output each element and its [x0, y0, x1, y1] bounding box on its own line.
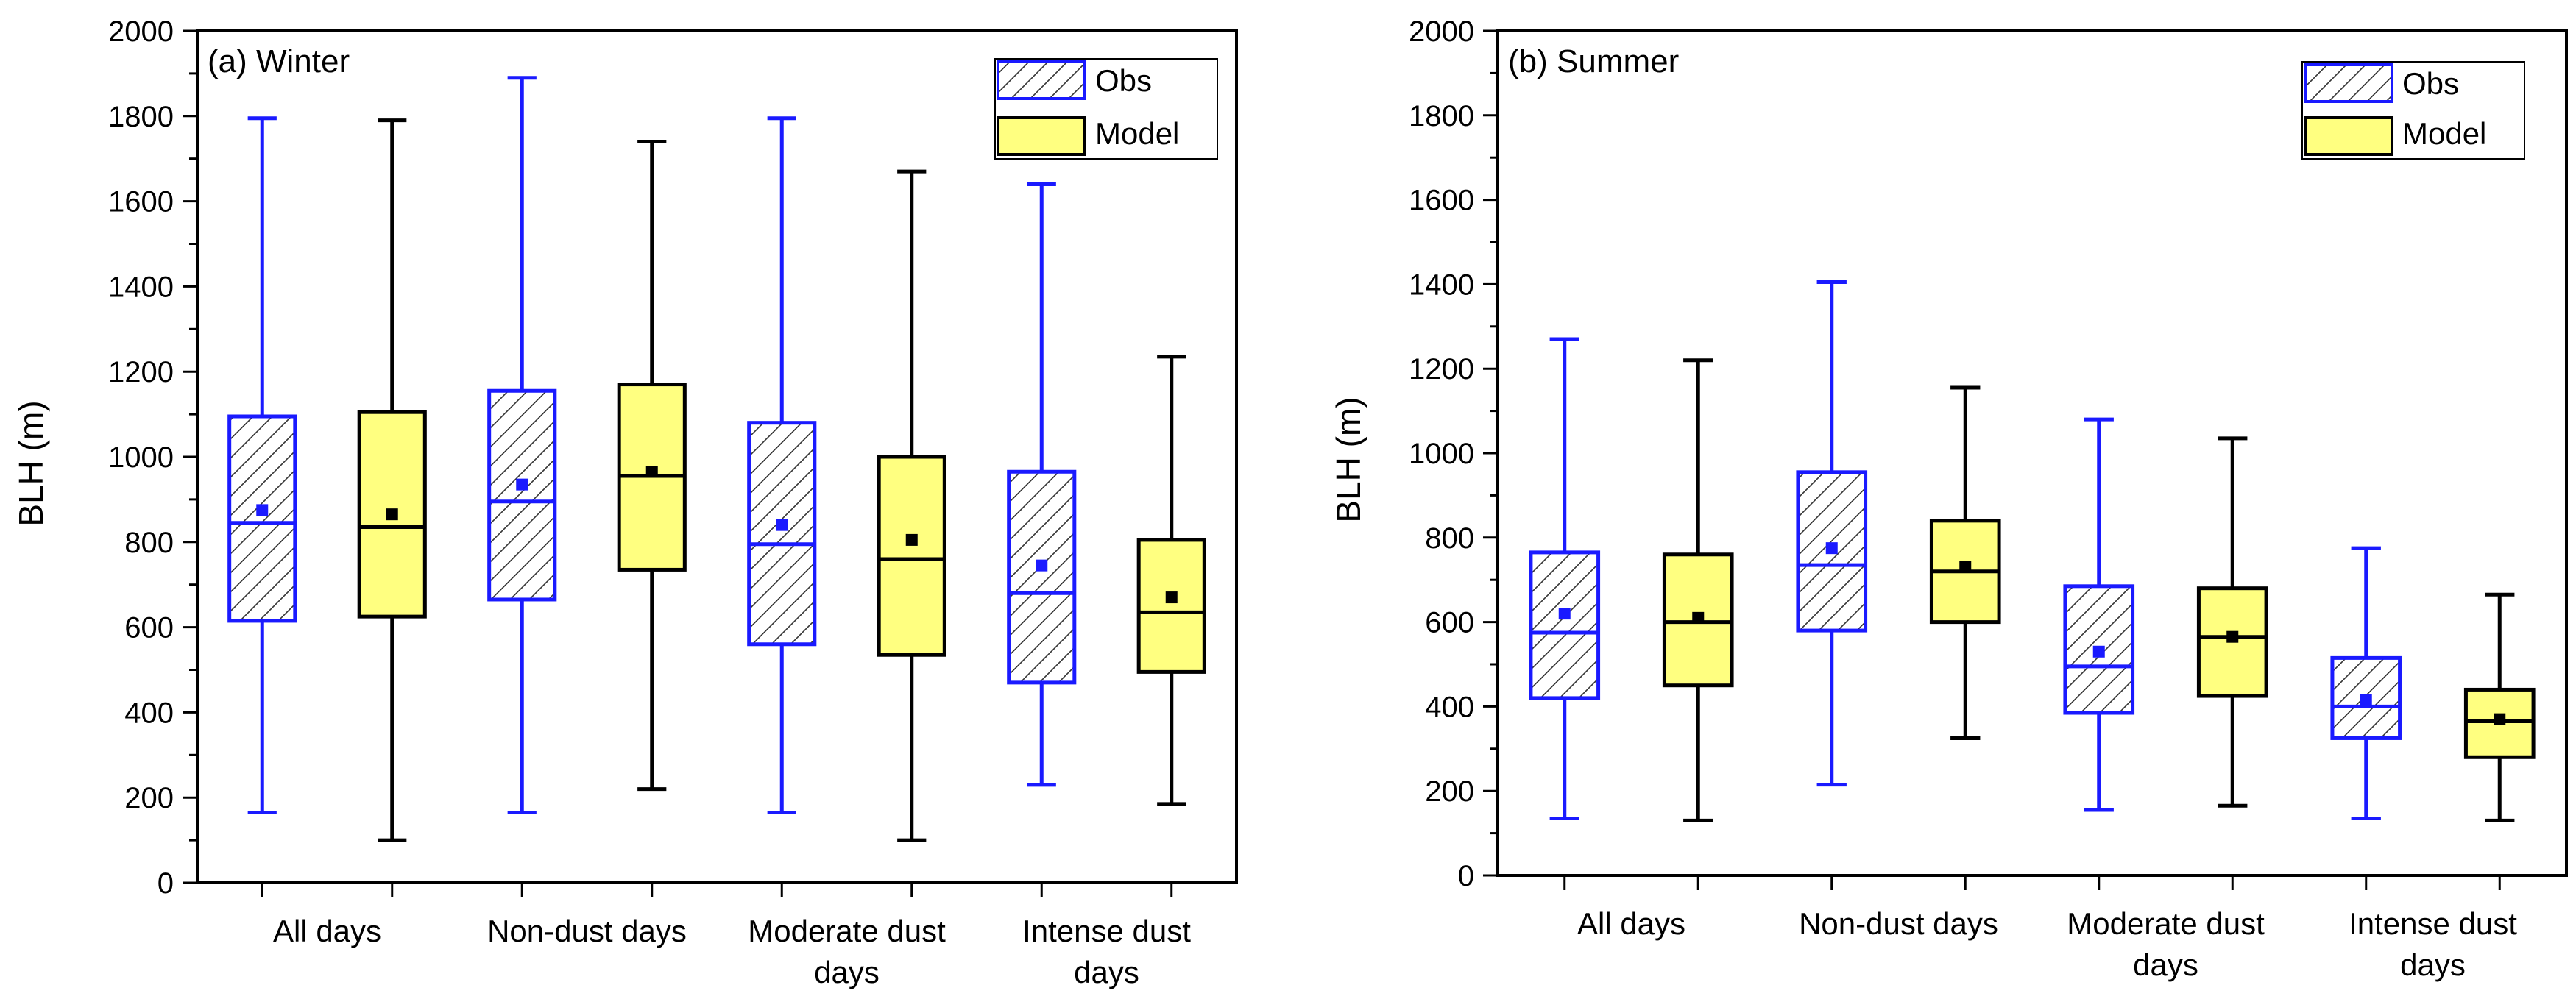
mean-marker [1959, 561, 1972, 573]
model-box [2196, 436, 2268, 808]
panel-label: (b) Summer [1508, 43, 1679, 79]
x-category-label: Intense dust [2349, 906, 2517, 941]
mean-marker [645, 466, 658, 478]
obs-box [487, 76, 557, 814]
plot-frame [1496, 29, 2568, 877]
obs-box [227, 116, 297, 814]
y-tick-label: 0 [1458, 860, 1474, 892]
y-tick-label: 600 [1425, 607, 1474, 639]
legend-model-swatch [997, 116, 1086, 156]
mean-marker [1692, 611, 1705, 624]
mean-marker [1165, 591, 1178, 604]
y-tick-label: 1400 [108, 271, 174, 303]
iqr-box [877, 455, 946, 657]
legend-model-label: Model [2402, 116, 2486, 151]
y-tick-label: 600 [124, 612, 174, 644]
iqr-box [1662, 552, 1734, 688]
obs-box [2330, 546, 2402, 821]
mean-marker [2226, 630, 2239, 643]
y-tick-label: 400 [1425, 691, 1474, 723]
x-category-label: Moderate dust [748, 914, 946, 948]
x-category-labels: All days Non-dust days Moderate dust days In… [1563, 875, 2517, 982]
x-category-label: days [1074, 955, 1139, 989]
obs-box [1007, 182, 1077, 787]
iqr-box [1136, 538, 1206, 674]
legend-obs-label: Obs [2402, 66, 2459, 101]
panel-label: (a) Winter [208, 43, 350, 79]
mean-marker [2092, 645, 2105, 658]
iqr-box [487, 388, 557, 602]
obs-box [1796, 280, 1868, 787]
x-category-label: days [814, 955, 880, 989]
y-tick-labels: 0 200 400 600 800 1000 1200 1400 1600 1800 2000 [108, 15, 197, 900]
x-category-label: Moderate dust [2067, 906, 2265, 941]
mean-marker [1558, 608, 1571, 620]
mean-marker [2360, 694, 2372, 706]
mean-marker [386, 508, 398, 521]
model-box [877, 169, 946, 842]
x-category-label: Intense dust [1022, 914, 1191, 948]
y-axis-label: BLH (m) [1329, 397, 1367, 522]
y-axis-label: BLH (m) [12, 400, 50, 526]
x-category-labels: All days Non-dust days Moderate dust days In… [261, 883, 1191, 989]
x-category-label: All days [273, 914, 381, 948]
mean-marker [905, 533, 918, 546]
obs-box [2063, 417, 2135, 812]
x-category-label: Non-dust days [1799, 906, 1998, 941]
legend-obs-swatch [997, 60, 1086, 100]
legend-obs-swatch [2304, 63, 2393, 103]
y-tick-label: 1000 [108, 441, 174, 474]
plot-frame [196, 29, 1238, 884]
iqr-box [227, 414, 297, 623]
legend: Obs Model [2301, 61, 2525, 160]
y-tick-label: 1200 [1409, 353, 1474, 385]
y-tick-label: 0 [158, 867, 174, 900]
y-tick-label: 1600 [108, 186, 174, 218]
mean-marker [1036, 559, 1048, 572]
legend-model-swatch [2304, 116, 2393, 156]
y-tick-label: 800 [1425, 522, 1474, 555]
y-tick-label: 1800 [108, 101, 174, 133]
mean-marker [776, 519, 788, 531]
obs-box [1529, 337, 1601, 821]
model-box [1662, 358, 1734, 822]
x-category-label: Non-dust days [487, 914, 687, 948]
y-tick-label: 200 [1425, 775, 1474, 808]
boxes [1529, 280, 2536, 822]
y-tick-label: 2000 [108, 15, 174, 48]
panel-summer: BLH (m) 0 200 400 600 800 1000 1200 1400 1600 180… [1329, 15, 2568, 982]
model-box [2463, 592, 2536, 822]
y-tick-label: 1400 [1409, 269, 1474, 301]
obs-box [747, 116, 817, 814]
y-tick-label: 200 [124, 782, 174, 814]
y-tick-label: 400 [124, 697, 174, 729]
model-box [1136, 355, 1206, 806]
mean-marker [2494, 713, 2506, 725]
model-box [357, 118, 427, 842]
boxes [227, 76, 1206, 842]
mean-marker [516, 478, 528, 491]
iqr-box [1529, 550, 1601, 700]
model-box [617, 140, 687, 792]
panel-winter: BLH (m) 0 200 400 600 800 1000 1200 1400 1600 180… [12, 15, 1238, 989]
legend-obs-label: Obs [1095, 63, 1152, 98]
y-tick-labels: 0 200 400 600 800 1000 1200 1400 1600 1800 2000 [1409, 15, 1498, 892]
y-tick-label: 1600 [1409, 185, 1474, 217]
mean-marker [1825, 542, 1838, 555]
x-category-label: days [2133, 948, 2198, 982]
y-tick-label: 2000 [1409, 15, 1474, 48]
x-category-label: All days [1577, 906, 1685, 941]
model-box [1929, 385, 2001, 740]
y-tick-label: 1800 [1409, 100, 1474, 132]
x-category-label: days [2400, 948, 2466, 982]
mean-marker [256, 504, 269, 516]
legend-model-label: Model [1095, 116, 1179, 151]
legend: Obs Model [994, 58, 1218, 160]
y-tick-label: 1200 [108, 356, 174, 388]
iqr-box [1007, 469, 1077, 685]
y-tick-label: 1000 [1409, 438, 1474, 470]
y-tick-label: 800 [124, 527, 174, 559]
iqr-box [747, 421, 817, 647]
